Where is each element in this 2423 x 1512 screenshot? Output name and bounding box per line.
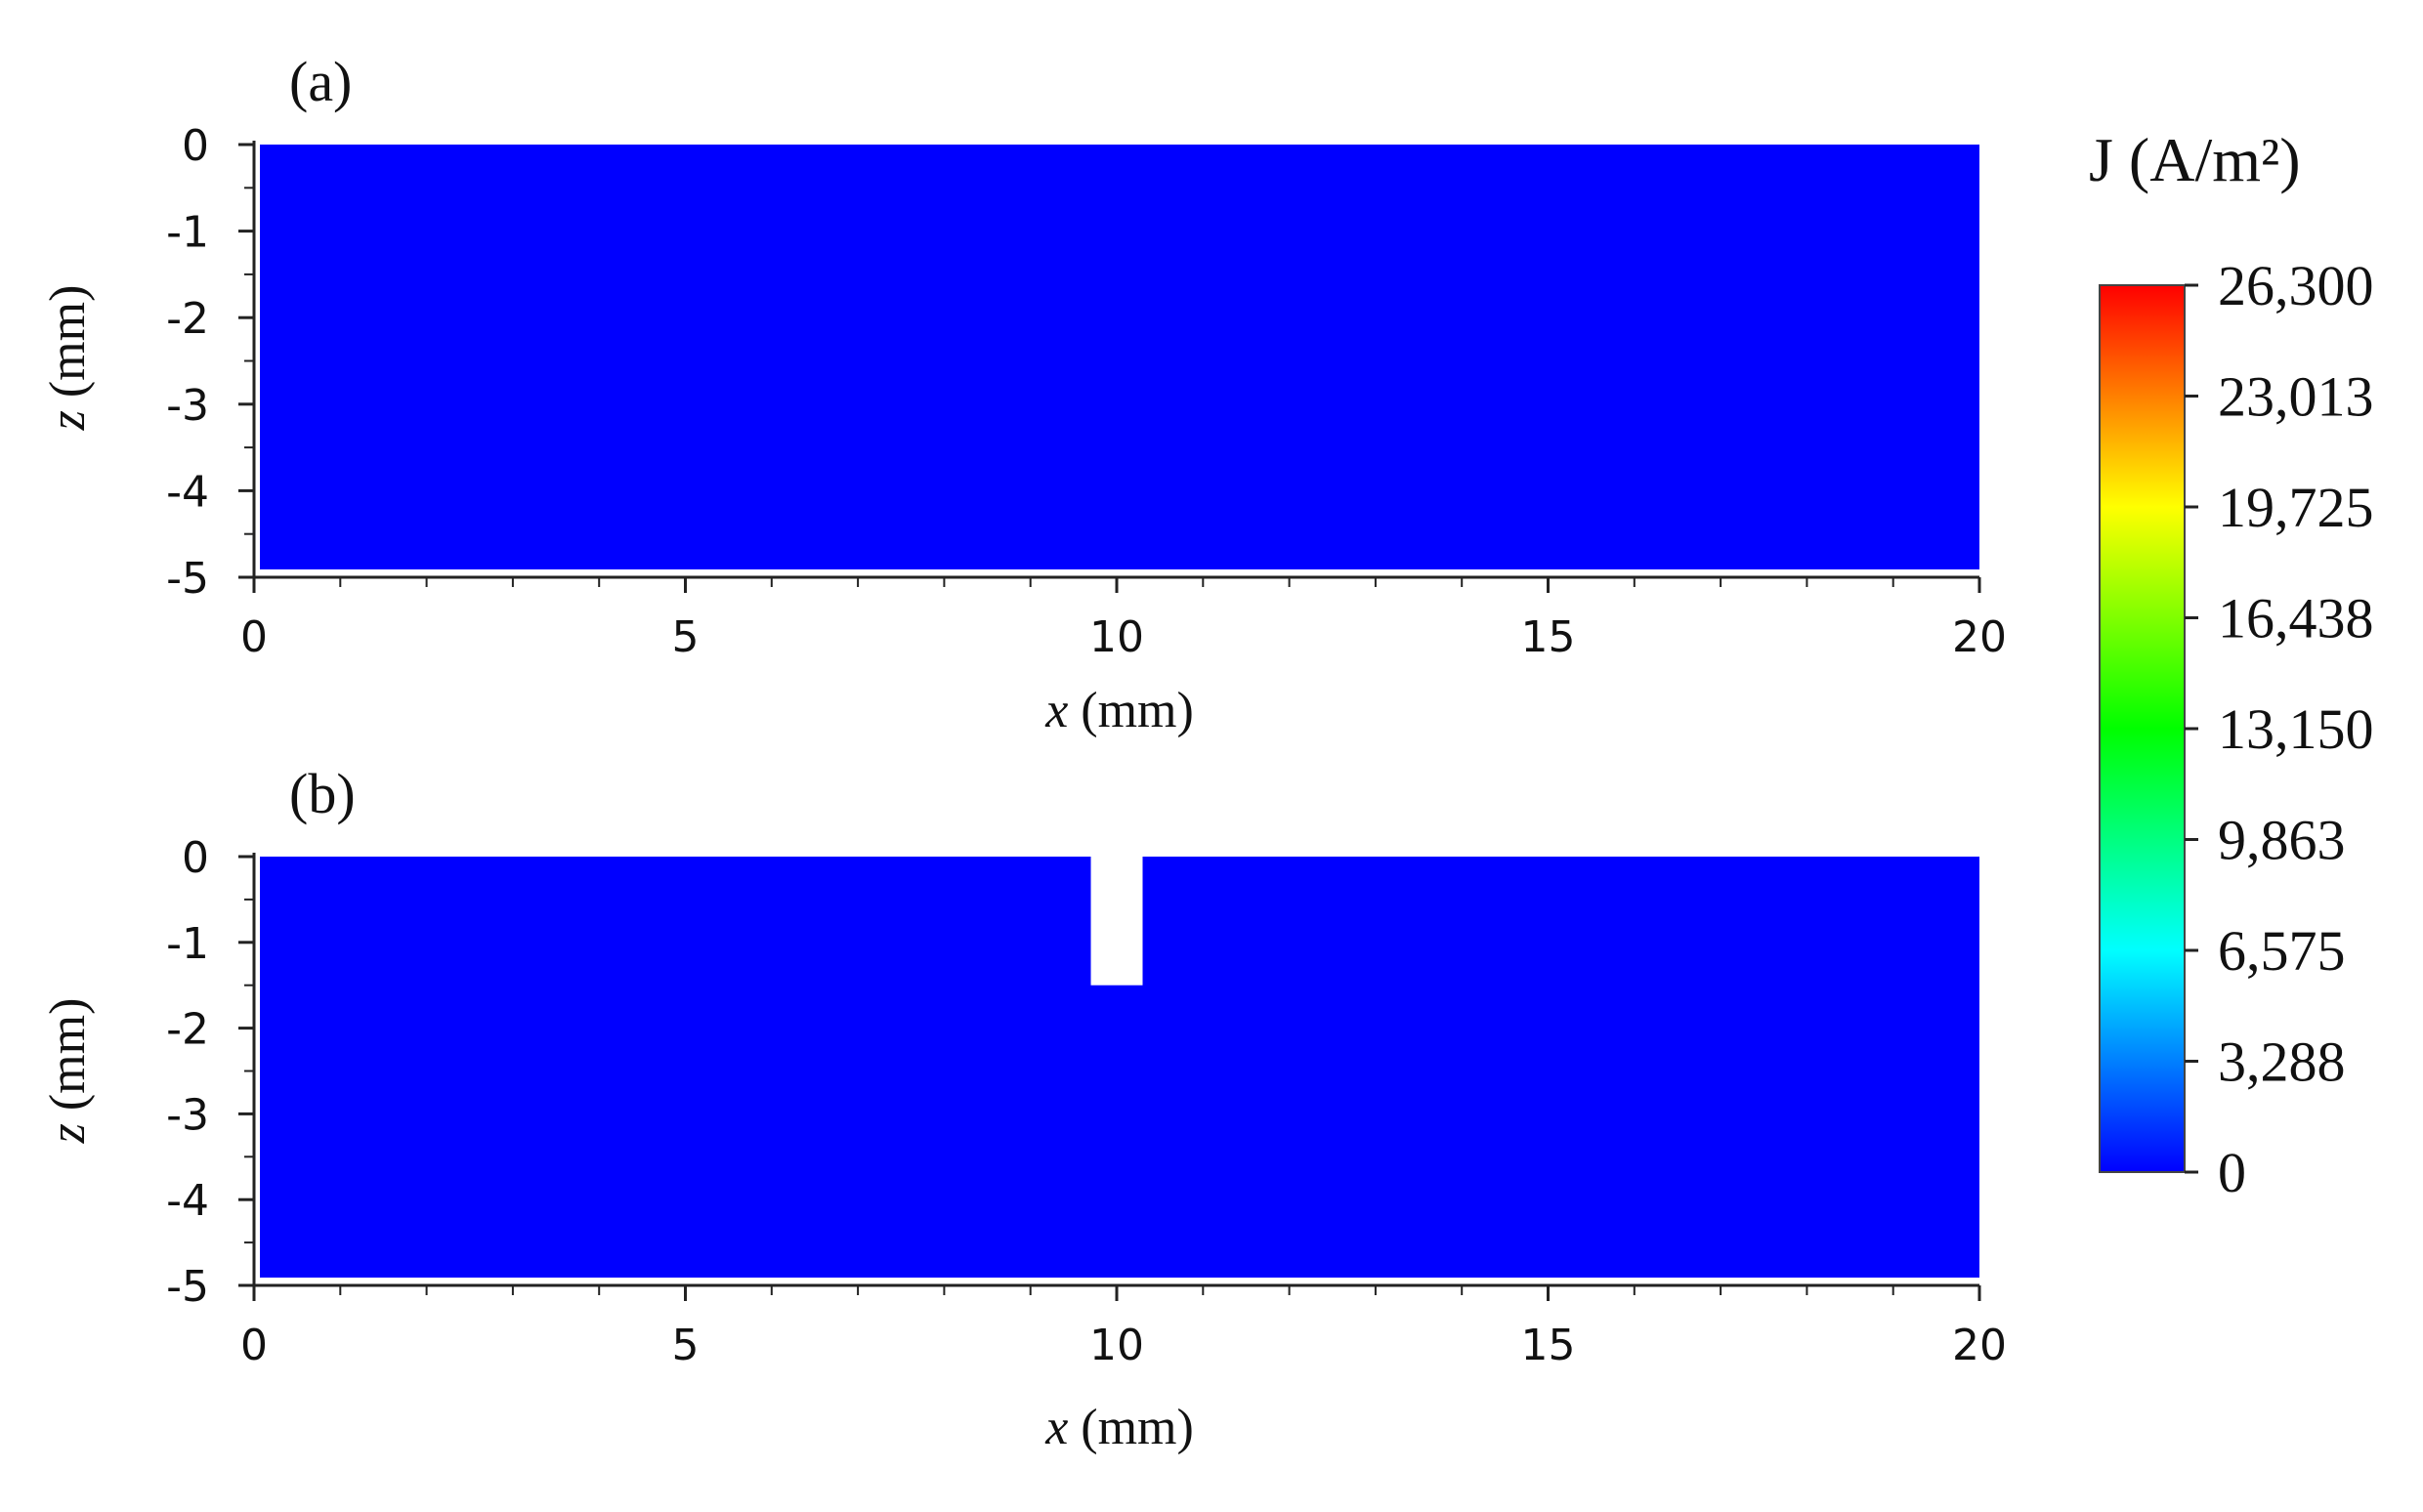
panel-b-y-tick-label: -2 bbox=[166, 1005, 209, 1055]
panel-a-y-tick-label: -5 bbox=[166, 554, 209, 604]
colorbar-ticks: 26,300 23,013 19,725 16,438 13,150 9,863 6,575… bbox=[2185, 254, 2374, 1204]
panel-b-hotspot bbox=[1103, 857, 1354, 943]
colorbar-tick-label: 19,725 bbox=[2218, 476, 2374, 539]
panel-b-xlabel: x (mm) bbox=[1044, 1400, 1194, 1455]
panel-b-x-tick-label: 0 bbox=[240, 1321, 268, 1370]
panel-b-field bbox=[260, 857, 1979, 1278]
panel-a-hotspot bbox=[1094, 145, 1345, 231]
panel-a-x-tick-label: 15 bbox=[1521, 612, 1576, 662]
panel-a-ylabel-unit: (mm) bbox=[40, 285, 96, 411]
panel-b-axes: 0 5 10 15 20 0 -1 -2 -3 -4 -5 bbox=[166, 833, 2007, 1370]
panel-b-xlabel-var: x bbox=[1044, 1400, 1068, 1455]
panel-a-axes: 0 5 10 15 20 0 -1 -2 -3 -4 -5 bbox=[166, 121, 2007, 662]
panel-b-x-tick-label: 20 bbox=[1952, 1321, 2007, 1370]
panel-a-xlabel-unit: (mm) bbox=[1068, 683, 1194, 738]
colorbar-tick-label: 23,013 bbox=[2218, 365, 2374, 429]
panel-b-x-tick-label: 5 bbox=[672, 1321, 700, 1370]
panel-b-y-tick-label: -3 bbox=[166, 1090, 209, 1140]
panel-a-y-tick-label: -3 bbox=[166, 381, 209, 431]
panel-a-xlabel: x (mm) bbox=[1044, 683, 1194, 738]
colorbar-tick-label: 13,150 bbox=[2218, 697, 2374, 761]
colorbar-title: J (A/m²) bbox=[2089, 125, 2301, 194]
panel-a: (a) 0 5 10 15 20 0 -1 -2 -3 -4 -5 x (mm) z (mm) bbox=[40, 50, 2007, 738]
panel-a-x-tick-label: 0 bbox=[240, 612, 268, 662]
colorbar-tick-label: 0 bbox=[2218, 1141, 2246, 1204]
panel-b-xlabel-unit: (mm) bbox=[1068, 1400, 1194, 1455]
panel-b-ylabel: z (mm) bbox=[40, 998, 96, 1145]
panel-b-y-tick-label: -1 bbox=[166, 919, 209, 969]
colorbar-gradient bbox=[2099, 284, 2186, 1173]
panel-b-y-tick-label: -4 bbox=[166, 1176, 209, 1226]
panel-b-ylabel-unit: (mm) bbox=[40, 998, 96, 1124]
panel-a-x-tick-label: 5 bbox=[672, 612, 700, 662]
panel-a-y-tick-label: -2 bbox=[166, 294, 209, 344]
panel-b-y-tick-label: 0 bbox=[182, 833, 209, 883]
panel-b-label: (b) bbox=[289, 762, 356, 825]
panel-b: (b) 0 5 10 15 20 0 -1 -2 -3 -4 -5 x (mm) z (mm) bbox=[40, 762, 2007, 1455]
colorbar-tick-label: 26,300 bbox=[2218, 254, 2374, 317]
panel-b-x-tick-label: 10 bbox=[1089, 1321, 1144, 1370]
panel-a-y-tick-label: -1 bbox=[166, 208, 209, 258]
colorbar-tick-label: 3,288 bbox=[2218, 1030, 2346, 1094]
panel-b-x-tick-label: 15 bbox=[1521, 1321, 1576, 1370]
panel-a-x-tick-label: 20 bbox=[1952, 612, 2007, 662]
panel-a-field bbox=[260, 145, 1979, 569]
colorbar-tick-label: 6,575 bbox=[2218, 919, 2346, 983]
panel-b-ylabel-var: z bbox=[40, 1123, 96, 1144]
panel-a-ylabel: z (mm) bbox=[40, 285, 96, 432]
colorbar-tick-label: 16,438 bbox=[2218, 587, 2374, 651]
panel-b-y-tick-label: -5 bbox=[166, 1262, 209, 1312]
panel-a-y-tick-label: 0 bbox=[182, 121, 209, 171]
panel-a-x-tick-label: 10 bbox=[1089, 612, 1144, 662]
panel-a-label: (a) bbox=[289, 50, 352, 113]
panel-a-ylabel-var: z bbox=[40, 410, 96, 431]
colorbar: J (A/m²) 26,300 23,013 19,725 16,438 13,150 9… bbox=[2089, 125, 2374, 1204]
panel-a-xlabel-var: x bbox=[1044, 683, 1068, 738]
colorbar-tick-label: 9,863 bbox=[2218, 809, 2346, 872]
panel-b-defect-slot bbox=[1090, 857, 1143, 986]
panel-a-y-tick-label: -4 bbox=[166, 467, 209, 517]
